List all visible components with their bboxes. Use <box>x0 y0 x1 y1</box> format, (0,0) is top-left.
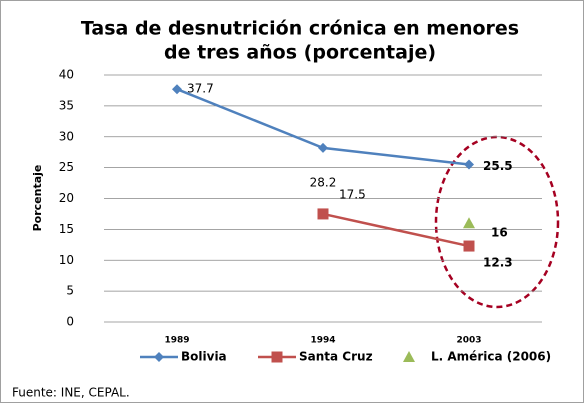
y-tick-label: 40 <box>59 68 74 82</box>
data-point <box>317 208 329 220</box>
legend-marker <box>271 351 283 363</box>
data-point <box>318 142 328 153</box>
chart-title: Tasa de desnutrición crónica en menores <box>81 18 519 40</box>
y-axis-label: Porcentaje <box>31 165 44 232</box>
legend-marker <box>154 352 164 362</box>
data-label: 17.5 <box>339 187 366 201</box>
y-tick-label: 0 <box>66 315 74 329</box>
y-tick-label: 30 <box>59 129 74 143</box>
data-point <box>463 217 475 229</box>
legend-label: L. América (2006) <box>431 350 551 364</box>
chart-title: de tres años (porcentaje) <box>164 42 436 64</box>
data-point <box>172 84 182 95</box>
source: Fuente: INE, CEPAL. <box>12 386 130 400</box>
x-tick-label: 2003 <box>456 336 481 346</box>
data-label: 16 <box>491 226 508 240</box>
x-tick-label: 1989 <box>164 336 189 346</box>
series-line <box>322 212 470 248</box>
y-tick-label: 20 <box>59 191 74 205</box>
y-tick-label: 15 <box>59 222 74 236</box>
data-label: 37.7 <box>187 82 214 96</box>
y-tick-label: 35 <box>59 98 74 112</box>
legend-marker <box>403 351 415 362</box>
data-point <box>464 159 474 170</box>
y-tick-label: 10 <box>59 253 74 267</box>
x-tick-label: 1994 <box>310 336 335 346</box>
data-label: 25.5 <box>483 159 513 173</box>
legend-label: Santa Cruz <box>299 350 373 364</box>
legend-label: Bolivia <box>181 350 227 364</box>
y-tick-label: 25 <box>59 160 74 174</box>
data-point <box>463 240 475 252</box>
data-label: 12.3 <box>483 256 513 270</box>
data-label: 28.2 <box>310 175 337 189</box>
y-tick-label: 5 <box>66 284 74 298</box>
